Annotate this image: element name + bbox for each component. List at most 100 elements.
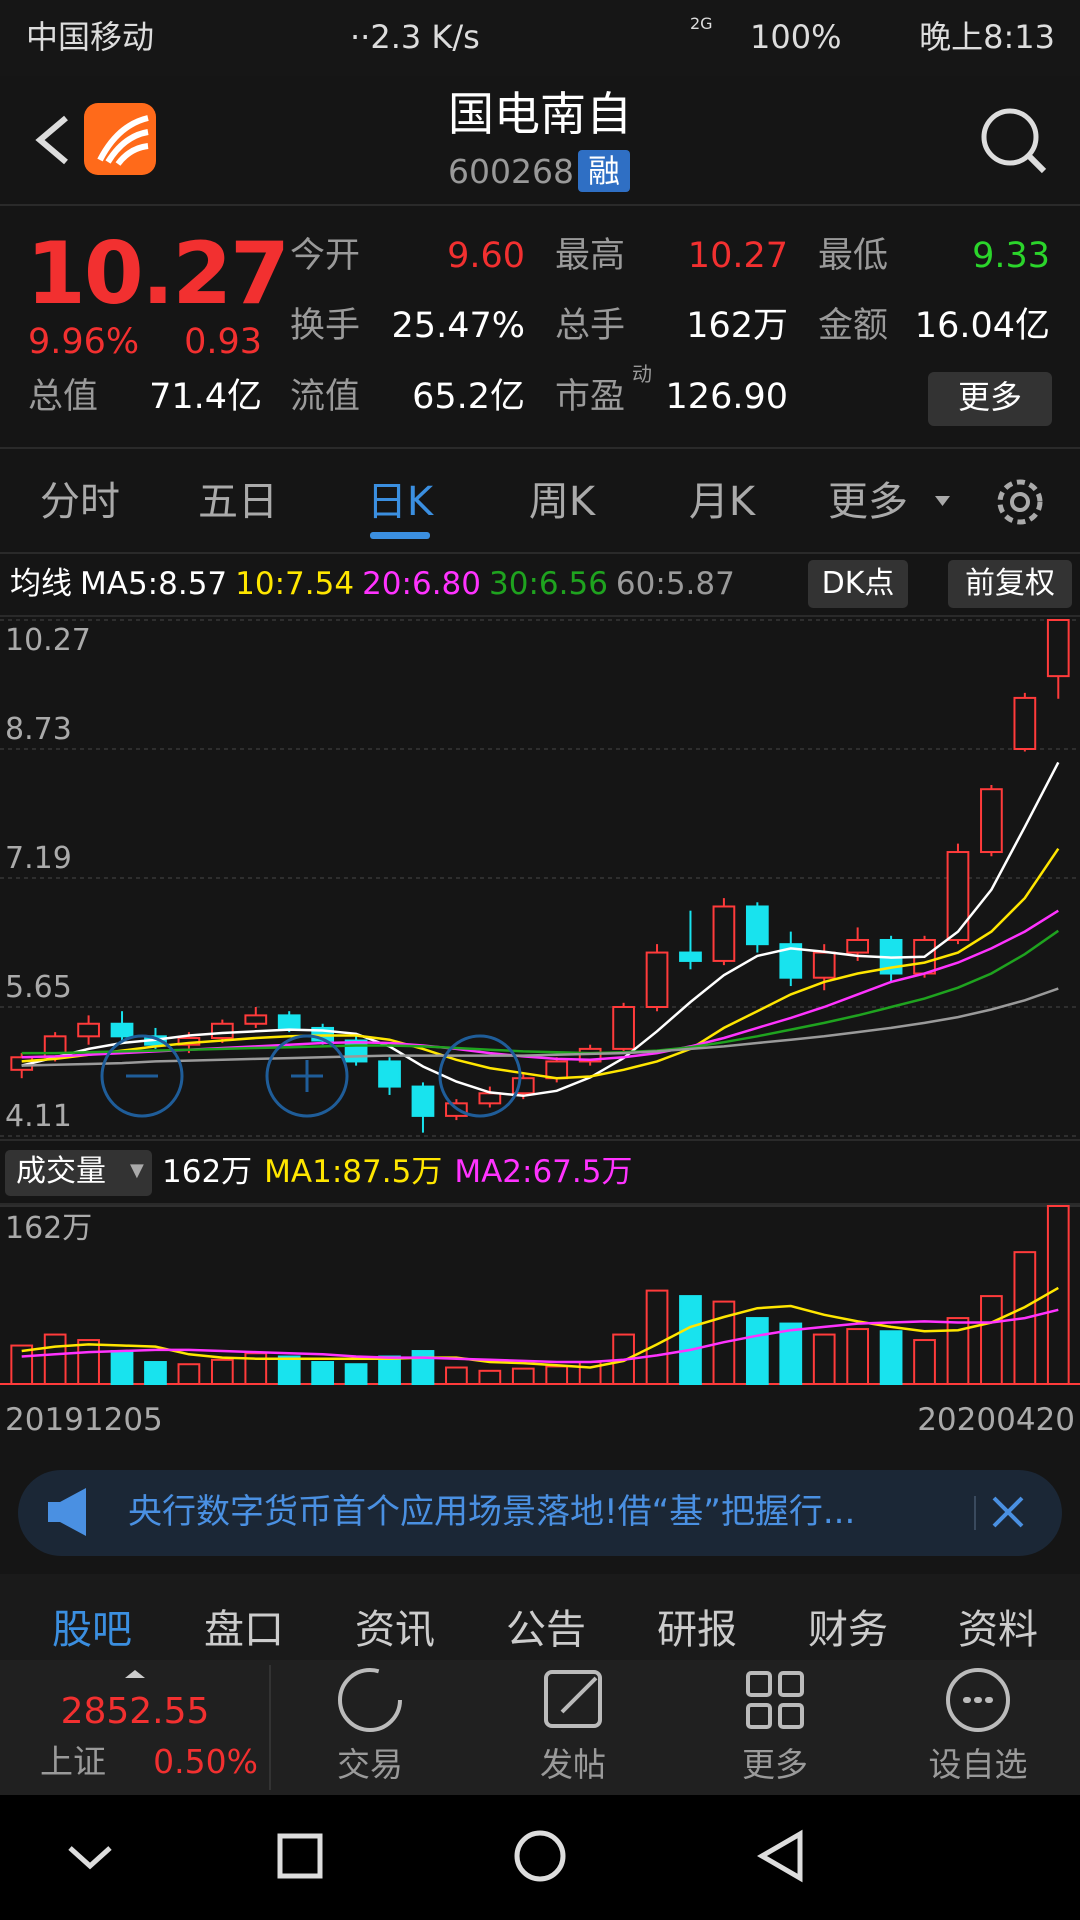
candle-body	[946, 851, 970, 941]
candle-body	[980, 788, 1003, 854]
bottom-tab[interactable]: 资讯	[355, 1607, 435, 1653]
candle-body	[612, 1006, 635, 1050]
volume-ma: MA2:67.5万	[454, 1154, 633, 1190]
bottom-tab[interactable]: 财务	[808, 1607, 888, 1653]
stock-code: 600268	[448, 152, 574, 191]
field-value: 16.04亿	[914, 306, 1050, 346]
dropdown-arrow	[935, 496, 950, 506]
zoom-in-icon	[291, 1060, 323, 1092]
plot: 4.11 5.65 7.19 8.73 10.27 20191205 20200420 162…	[0, 619, 1080, 1438]
field-label: 金额	[818, 306, 889, 346]
nav-home[interactable]	[514, 1830, 566, 1882]
tab[interactable]: 分时	[40, 479, 120, 525]
bottom-tab[interactable]: 盘口	[204, 1607, 284, 1653]
news-text[interactable]: 央行数字货币首个应用场景落地!借“基”把握行...	[128, 1492, 856, 1532]
nav-hide[interactable]	[68, 1846, 112, 1870]
search-button[interactable]	[981, 108, 1039, 166]
tab[interactable]: 五日	[198, 479, 278, 525]
candle-body	[1046, 619, 1070, 678]
dk-button[interactable]	[808, 560, 908, 608]
trade-icon[interactable]	[338, 1668, 402, 1732]
y-tick-label: 4.11	[5, 1099, 72, 1134]
close-news[interactable]	[992, 1496, 1024, 1528]
volume-bar	[645, 1289, 669, 1386]
action-label[interactable]: 设自选	[928, 1745, 1028, 1784]
action-label[interactable]: 交易	[337, 1745, 403, 1784]
candle-body	[1013, 696, 1037, 750]
dropdown-arrow: ▼	[130, 1160, 144, 1181]
volume-bar	[177, 1363, 201, 1385]
volume-bar	[511, 1367, 535, 1386]
watch-icon[interactable]	[946, 1668, 1010, 1732]
field-value: 10.27	[687, 236, 788, 276]
back-button[interactable]	[35, 115, 68, 165]
candle-body	[244, 1014, 268, 1025]
x-tick-label: 20200420	[917, 1402, 1075, 1438]
nav-bar	[0, 1795, 1080, 1920]
bottom-tab[interactable]: 股吧	[52, 1607, 132, 1653]
nav-back[interactable]	[757, 1829, 803, 1883]
tab[interactable]: 月K	[688, 479, 756, 525]
volume-selector[interactable]	[5, 1150, 152, 1196]
volume-bar	[846, 1328, 870, 1386]
bottom-tab[interactable]: 公告	[506, 1607, 586, 1653]
volume-bar	[812, 1333, 836, 1385]
zoom-reset[interactable]	[438, 1034, 522, 1118]
net-speed: ··2.3 K/s	[350, 18, 480, 56]
volume-bar	[344, 1363, 368, 1385]
y-tick-label: 5.65	[5, 970, 72, 1005]
action-label[interactable]: 发帖	[540, 1745, 606, 1784]
tab[interactable]: 日K	[366, 479, 434, 525]
y-tick-label: 7.19	[5, 841, 72, 876]
bottom-tabs	[0, 1574, 1080, 1660]
ma-line	[21, 1308, 1059, 1364]
volume-bar	[445, 1366, 468, 1386]
grid-cell	[778, 1671, 804, 1697]
tab[interactable]: 更多	[828, 479, 908, 525]
volume-bar	[679, 1295, 702, 1385]
volume-current: 162万	[162, 1154, 253, 1190]
field-value: 162万	[686, 306, 788, 346]
field-value: 71.4亿	[149, 377, 262, 417]
field-sup: 动	[632, 362, 652, 386]
bottom-tab[interactable]: 资料	[958, 1607, 1038, 1653]
index-name: 上证	[40, 1742, 106, 1781]
volume-legend: 162万 MA1:87.5万 MA2:67.5万	[162, 1154, 632, 1191]
action-label[interactable]: 更多	[742, 1745, 808, 1784]
settings-button[interactable]	[997, 479, 1043, 525]
megaphone-icon	[48, 1488, 86, 1536]
dk-label: DK点	[821, 566, 895, 601]
ma-line	[21, 1286, 1059, 1369]
candle-body	[779, 943, 803, 979]
more-button[interactable]	[928, 372, 1052, 426]
zoom-out[interactable]	[100, 1034, 184, 1118]
volume-ma: MA1:87.5万	[264, 1154, 443, 1190]
news-banner[interactable]	[18, 1470, 1062, 1556]
bottom-tab[interactable]: 研报	[657, 1607, 737, 1653]
y-tick-label: 162万	[5, 1211, 92, 1246]
post-icon[interactable]	[544, 1670, 602, 1728]
adjust-button[interactable]	[948, 560, 1072, 608]
ma-line	[21, 847, 1060, 1080]
field-value: 25.47%	[391, 306, 525, 346]
more-icon[interactable]	[746, 1671, 804, 1729]
candle-body	[378, 1060, 401, 1088]
ma-line	[21, 761, 1060, 1098]
tab[interactable]: 周K	[528, 479, 596, 525]
field-label: 最高	[555, 236, 626, 276]
zoom-in[interactable]	[265, 1034, 349, 1118]
nav-recent[interactable]	[277, 1833, 323, 1879]
field-value: 9.33	[972, 236, 1050, 276]
volume-bar	[210, 1358, 234, 1385]
y-tick-label: 10.27	[5, 623, 91, 658]
footer	[0, 1660, 1080, 1795]
field-value: 126.90	[665, 377, 788, 417]
settings-hub	[1010, 492, 1030, 512]
ma-item: 20:6.80	[362, 566, 481, 602]
y-tick-label: 8.73	[5, 712, 72, 747]
ma-item: 10:7.54	[235, 566, 355, 602]
volume-bar	[913, 1339, 936, 1386]
